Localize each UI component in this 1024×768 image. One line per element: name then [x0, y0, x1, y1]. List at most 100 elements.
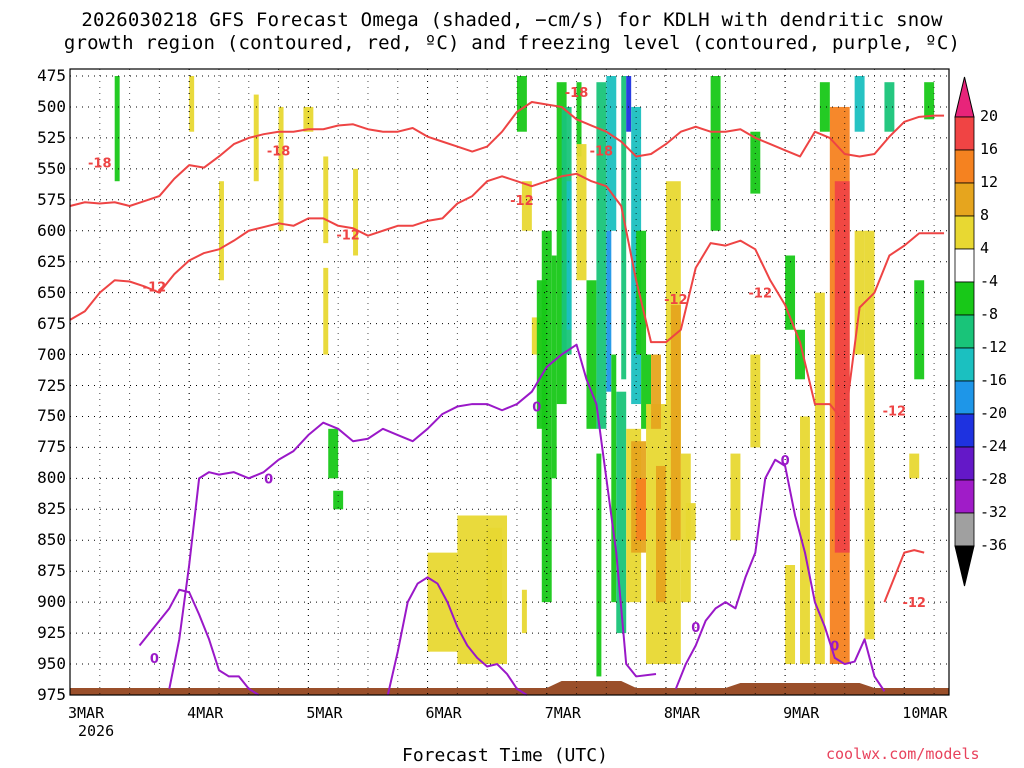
minus-12-line	[69, 172, 945, 424]
colorbar-bin-7	[954, 314, 975, 349]
x-tick-label: 8MAR	[663, 704, 701, 722]
grid-lines	[69, 69, 949, 696]
y-tick-label: 725	[37, 375, 66, 395]
y-tick-label: 950	[37, 654, 66, 674]
x-tick-label: 7MAR	[544, 704, 581, 722]
y-tick-label: 650	[37, 282, 66, 302]
y-tick-label: 825	[37, 499, 66, 519]
colorbar-tick-label: -24	[980, 437, 1008, 455]
omega-cell-6	[323, 267, 329, 355]
colorbar-tick-label: -4	[980, 272, 999, 290]
omega-cell-37	[636, 478, 647, 541]
colorbar-bin-9	[954, 380, 975, 415]
omega-cell-51	[834, 181, 850, 553]
omega-cell-39	[651, 354, 661, 429]
plot-frame	[69, 68, 950, 696]
omega-cell-55	[884, 82, 895, 132]
minus-12-line-label-3: -12	[664, 293, 688, 308]
y-tick-label: 900	[37, 592, 66, 612]
freezing-level-east-line-label-1: 0	[781, 454, 790, 469]
omega-cell-57	[924, 82, 935, 120]
omega-cell-19	[561, 106, 572, 355]
omega-cell-45	[730, 453, 741, 541]
colorbar-bin-12	[954, 479, 975, 514]
omega-cell-58	[909, 453, 920, 479]
x-tick-label: 6MAR	[425, 704, 462, 722]
omega-cell-29	[616, 391, 627, 634]
omega-cell-59	[710, 76, 721, 231]
omega-cell-20	[566, 181, 572, 330]
x-tick-label: 5MAR	[306, 704, 343, 722]
colorbar-tick-label: 4	[980, 239, 990, 257]
x-tick-label: 9MAR	[783, 704, 820, 722]
colorbar-bin-4	[954, 215, 975, 250]
y-tick-label: 475	[37, 66, 66, 85]
omega-cell-34	[641, 354, 652, 429]
y-tick-label: 600	[37, 220, 66, 240]
omega-cell-10	[487, 527, 503, 603]
colorbar-bin-11	[954, 446, 975, 481]
colorbar-bin-10	[954, 413, 975, 448]
omega-cell-17	[551, 255, 557, 479]
colorbar-arrow-bottom	[954, 545, 975, 587]
omega-cell-11	[521, 589, 527, 634]
colorbar-tick-label: 12	[980, 173, 999, 191]
colorbar-tick-label: -36	[980, 536, 1008, 554]
omega-cell-30	[621, 76, 627, 380]
y-tick-label: 925	[37, 623, 66, 643]
colorbar-tick-label: -20	[980, 404, 1008, 422]
minus-12-line-label-5: -12	[883, 404, 907, 419]
colorbar-bin-2	[954, 149, 975, 184]
colorbar-tick-label: -12	[980, 338, 1008, 356]
y-tick-label: 575	[37, 189, 66, 209]
y-tick-label: 625	[37, 251, 66, 271]
y-tick-label: 525	[37, 127, 66, 147]
freezing-level-small-line-label-0: 0	[150, 652, 159, 667]
omega-cell-54	[864, 230, 875, 640]
minus-12-line-label-1: -12	[336, 228, 360, 243]
omega-cell-42	[670, 305, 681, 541]
colorbar-bin-3	[954, 182, 975, 217]
y-tick-label: 700	[37, 344, 66, 364]
minus-18-line-label-3: -18	[590, 144, 614, 159]
omega-cell-12	[516, 76, 527, 132]
omega-cell-48	[800, 416, 810, 665]
freezing-level-line-label-0: 0	[264, 472, 273, 487]
minus-18-line-label-0: -18	[88, 157, 112, 172]
omega-cell-44	[685, 503, 696, 541]
omega-cell-24	[596, 82, 607, 429]
colorbar-bin-13	[954, 512, 975, 547]
colorbar-bin-5	[954, 248, 975, 283]
omega-cell-0	[114, 76, 120, 182]
omega-cell-4	[278, 106, 284, 231]
colorbar-bin-6	[954, 281, 975, 316]
x-axis-label: Forecast Time (UTC)	[402, 745, 608, 766]
y-tick-label: 850	[37, 530, 66, 550]
freezing-level-east-line-label-0: 0	[691, 621, 700, 636]
minus-12-line-label-2: -12	[510, 194, 534, 209]
freezing-level-east-line	[674, 458, 886, 692]
omega-cell-23	[586, 280, 597, 429]
x-tick-label: 4MAR	[187, 704, 224, 722]
omega-cell-28	[611, 354, 617, 603]
omega-cell-22	[576, 144, 587, 281]
colorbar-tick-label: -32	[980, 503, 1008, 521]
y-tick-label: 875	[37, 561, 66, 581]
omega-cell-60	[750, 131, 761, 194]
x-axis-year-label: 2026	[78, 722, 115, 740]
x-tick-label: 3MAR	[68, 704, 105, 722]
minus-12-south-line	[883, 549, 925, 603]
omega-cell-56	[914, 280, 925, 380]
colorbar-tick-label: -16	[980, 371, 1008, 389]
title-line-2: growth region (contoured, red, ºC) and f…	[63, 32, 961, 54]
terrain-surface	[70, 681, 949, 695]
minus-18-line-label-1: -18	[267, 144, 291, 159]
omega-cell-64	[328, 428, 339, 479]
colorbar-tick-label: -8	[980, 305, 999, 323]
omega-cell-46	[750, 354, 761, 448]
y-tick-label: 550	[37, 158, 66, 178]
credit-link[interactable]: coolwx.com/models	[826, 745, 980, 763]
omega-cell-40	[656, 465, 666, 603]
title-line-1: 2026030218 GFS Forecast Omega (shaded, −…	[81, 9, 943, 31]
